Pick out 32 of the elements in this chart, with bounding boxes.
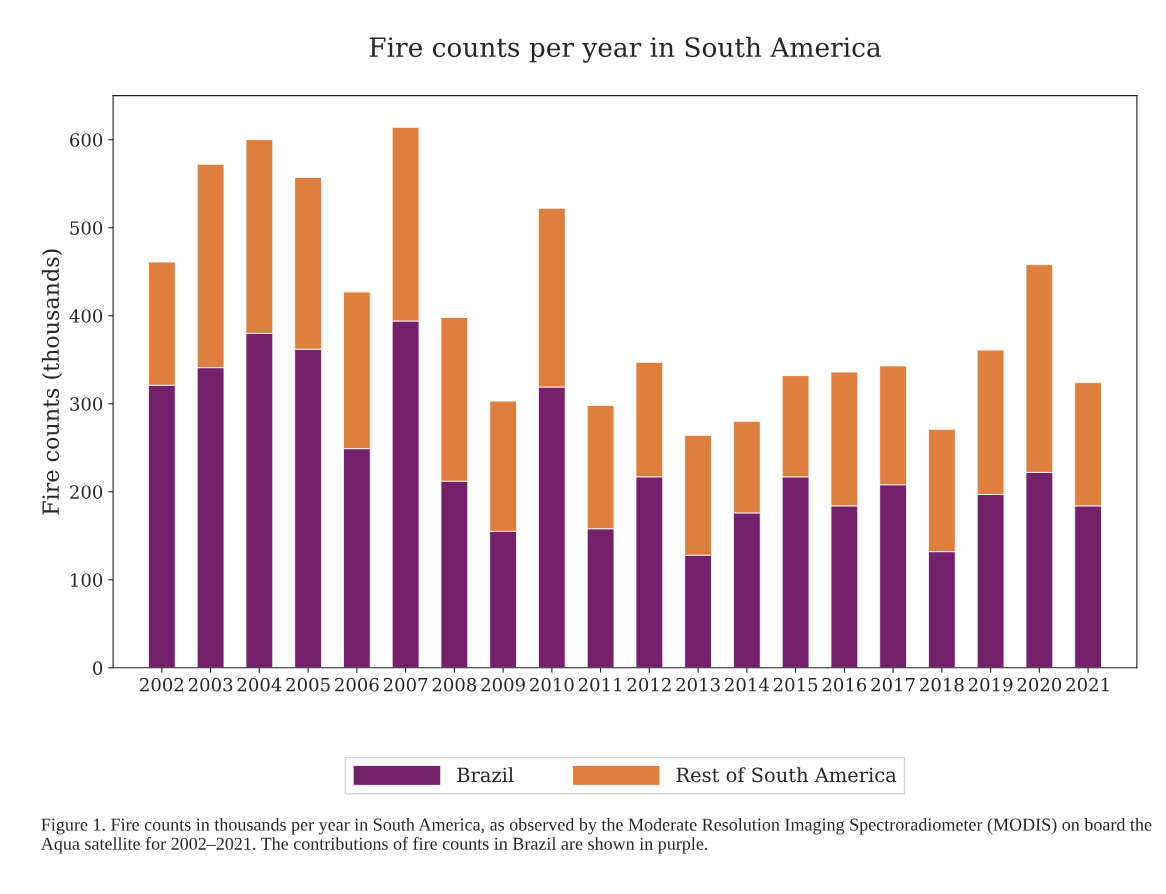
- x-tick-label: 2009: [481, 677, 525, 692]
- y-tick-label: 200: [70, 485, 103, 499]
- x-tick-label: 2010: [530, 677, 574, 692]
- x-tick-label: 2016: [822, 677, 867, 692]
- x-tick-label: 2011: [578, 677, 622, 692]
- y-tick-label: 300: [70, 397, 103, 411]
- chart-title: Fire counts per year in South America: [369, 36, 881, 63]
- legend-label: Brazil: [457, 767, 514, 783]
- x-tick-label: 2006: [335, 677, 379, 692]
- x-tick-label: 2013: [676, 677, 720, 692]
- x-tick-label: 2008: [432, 677, 477, 692]
- x-tick-label: 2018: [920, 677, 964, 692]
- legend-label: Rest of South America: [676, 767, 897, 783]
- y-tick-label: 600: [70, 133, 103, 147]
- x-tick-label: 2004: [237, 677, 282, 692]
- x-tick-label: 2014: [725, 677, 769, 692]
- y-tick-label: 400: [69, 309, 103, 323]
- x-tick-label: 2017: [871, 677, 915, 692]
- x-tick-label: 2019: [968, 677, 1013, 692]
- y-tick-label: 100: [71, 573, 103, 587]
- x-tick-label: 2021: [1066, 677, 1109, 692]
- y-axis-title: Fire counts (thousands): [41, 249, 63, 515]
- x-tick-label: 2003: [188, 677, 233, 692]
- y-tick-label: 500: [70, 221, 103, 235]
- x-tick-label: 2015: [773, 677, 818, 692]
- x-tick-label: 2002: [140, 677, 184, 692]
- caption: Figure 1. Fire counts in thousands per year in South America, as observed by the Moderate Resolution Imaging Spectroradiometer (MODIS) on board the Aqua satellite for 2002–2021. The contributions of fire counts in Brazil are shown in purple.: [40, 818, 1152, 854]
- x-tick-label: 2005: [286, 677, 330, 692]
- y-tick-label: 0: [93, 661, 103, 675]
- x-tick-label: 2020: [1017, 677, 1062, 692]
- x-tick-label: 2007: [383, 677, 428, 692]
- x-tick-label: 2012: [627, 677, 671, 692]
